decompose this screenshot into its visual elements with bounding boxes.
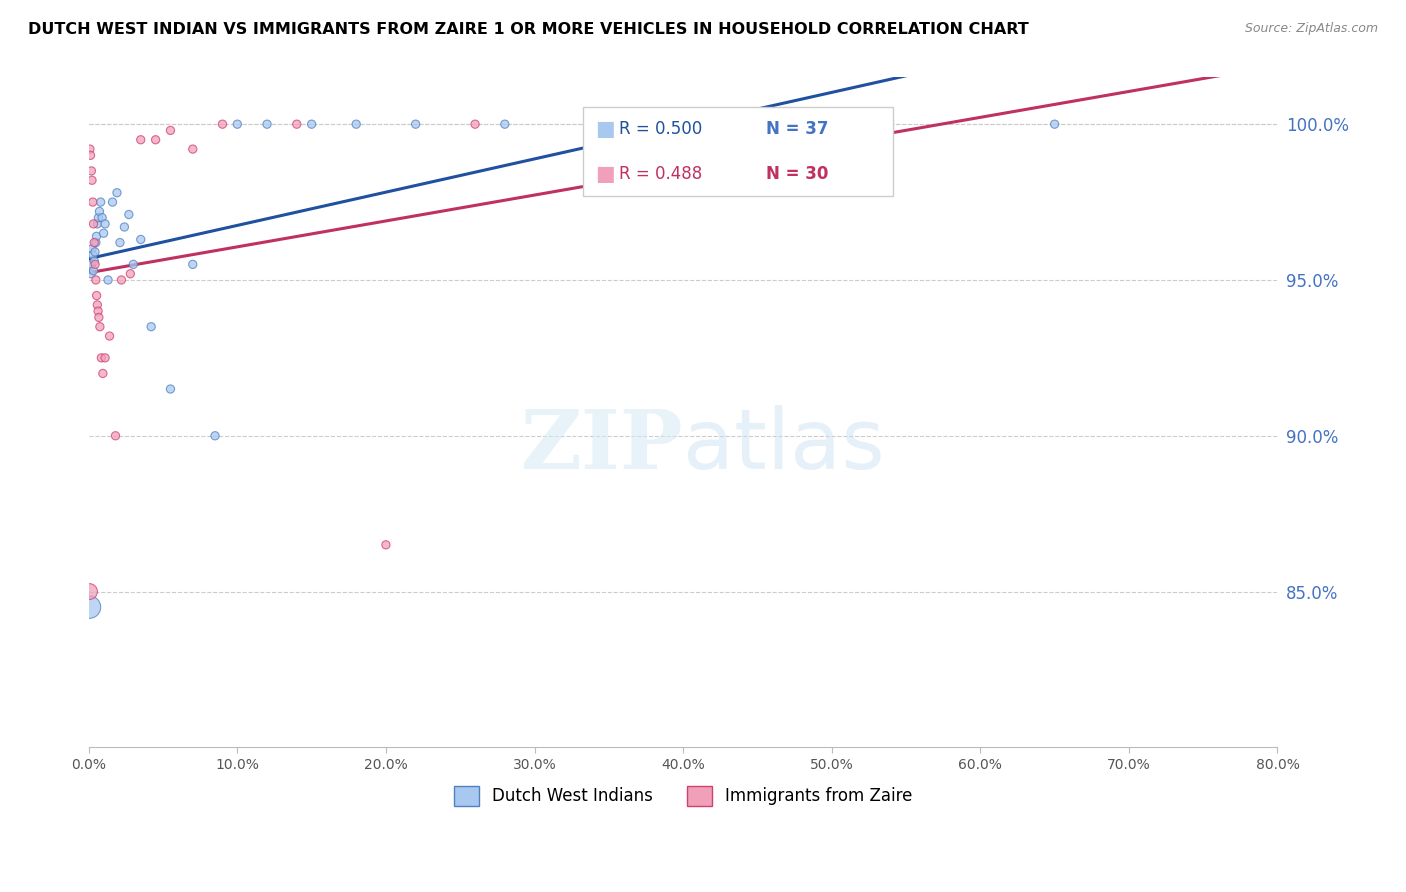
Point — [79, 148, 101, 162]
Point — [93, 226, 115, 240]
Point — [84, 257, 107, 271]
Text: DUTCH WEST INDIAN VS IMMIGRANTS FROM ZAIRE 1 OR MORE VEHICLES IN HOUSEHOLD CORRE: DUTCH WEST INDIAN VS IMMIGRANTS FROM ZAI… — [28, 22, 1029, 37]
Point — [94, 217, 117, 231]
Point — [374, 538, 396, 552]
Point — [83, 235, 105, 250]
Point — [98, 329, 121, 343]
Point — [104, 429, 127, 443]
Point — [1043, 117, 1066, 131]
Point — [145, 133, 167, 147]
Text: atlas: atlas — [683, 405, 884, 486]
Point — [181, 142, 204, 156]
Point — [159, 382, 181, 396]
Point — [80, 173, 103, 187]
Legend: Dutch West Indians, Immigrants from Zaire: Dutch West Indians, Immigrants from Zair… — [447, 779, 920, 813]
Text: N = 30: N = 30 — [766, 165, 828, 183]
Point — [82, 263, 104, 277]
Point — [105, 186, 128, 200]
Point — [79, 142, 101, 156]
Point — [90, 195, 112, 210]
Point — [108, 235, 131, 250]
Point — [181, 257, 204, 271]
Point — [256, 117, 278, 131]
Point — [79, 584, 101, 599]
Point — [84, 273, 107, 287]
Point — [80, 257, 103, 271]
Point — [120, 267, 142, 281]
Point — [129, 133, 152, 147]
Point — [89, 319, 111, 334]
Point — [86, 229, 108, 244]
Point — [464, 117, 486, 131]
Point — [118, 208, 141, 222]
Point — [83, 254, 105, 268]
Text: N = 37: N = 37 — [766, 120, 828, 138]
Point — [159, 123, 181, 137]
Point — [80, 267, 103, 281]
Point — [204, 429, 226, 443]
Text: ZIP: ZIP — [520, 406, 683, 486]
Point — [84, 235, 107, 250]
Point — [405, 117, 427, 131]
Point — [91, 211, 114, 225]
Point — [226, 117, 249, 131]
Point — [122, 257, 145, 271]
Point — [82, 217, 104, 231]
Point — [90, 351, 112, 365]
Point — [112, 219, 135, 234]
Point — [82, 248, 104, 262]
Point — [301, 117, 323, 131]
Point — [86, 217, 108, 231]
Point — [110, 273, 132, 287]
Point — [285, 117, 308, 131]
Point — [87, 310, 110, 325]
Point — [141, 319, 163, 334]
Point — [494, 117, 516, 131]
Point — [87, 211, 110, 225]
Text: ■: ■ — [595, 164, 614, 184]
Point — [86, 298, 108, 312]
Point — [80, 242, 103, 256]
Text: ■: ■ — [595, 120, 614, 139]
Point — [211, 117, 233, 131]
Point — [79, 600, 101, 615]
Point — [97, 273, 120, 287]
Text: R = 0.488: R = 0.488 — [619, 165, 702, 183]
Point — [129, 232, 152, 246]
Text: R = 0.500: R = 0.500 — [619, 120, 702, 138]
Text: Source: ZipAtlas.com: Source: ZipAtlas.com — [1244, 22, 1378, 36]
Point — [80, 164, 103, 178]
Point — [91, 367, 114, 381]
Point — [82, 195, 104, 210]
Point — [598, 117, 620, 131]
Point — [344, 117, 367, 131]
Point — [89, 204, 111, 219]
Point — [84, 244, 107, 259]
Point — [101, 195, 124, 210]
Point — [87, 304, 110, 318]
Point — [94, 351, 117, 365]
Point — [86, 288, 108, 302]
